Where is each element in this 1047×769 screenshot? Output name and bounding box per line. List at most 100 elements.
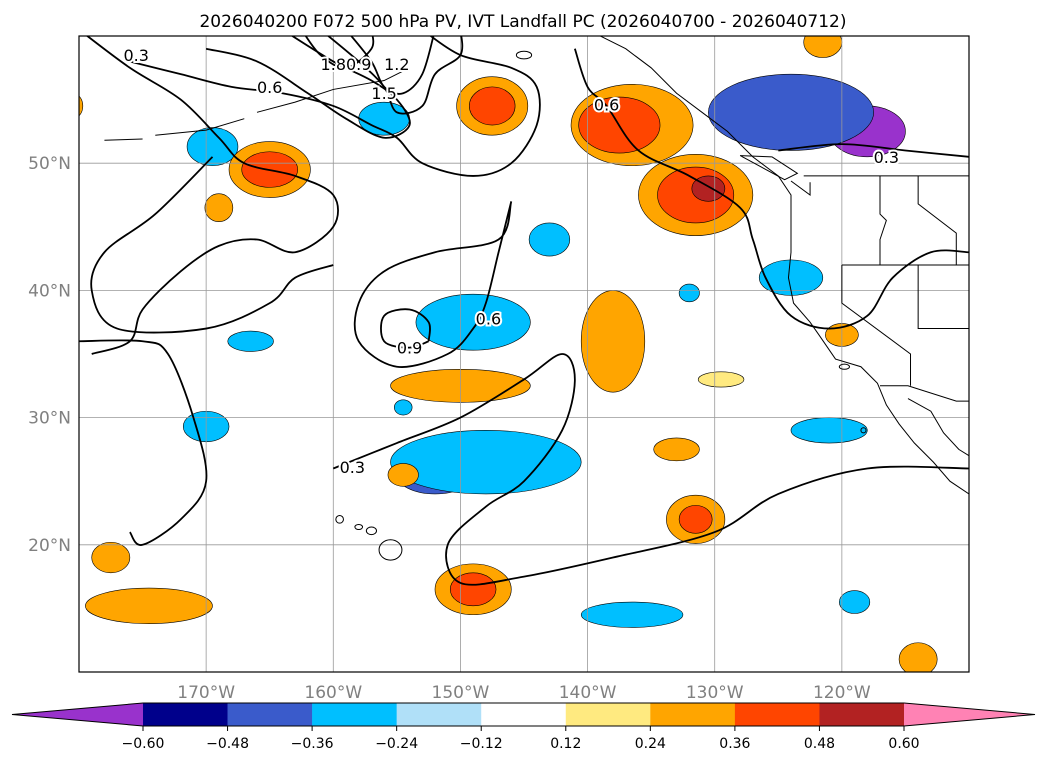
fill-region-11 [227,330,274,352]
fill-region-9 [758,259,824,296]
fill-region-38 [469,86,516,126]
fill-region-31 [85,587,213,624]
pv-contour-0.3 [778,143,969,158]
colorbar-segment-0 [143,703,228,726]
fill-region-29 [653,437,700,462]
pv-contour-label: 0.6 [594,96,619,115]
colorbar-segment-8 [819,703,905,726]
colorbar-tick-label: −0.60 [122,736,165,752]
fill-region-10 [528,222,571,257]
fill-region-14 [790,417,868,444]
lon-tick-label: 160°W [304,683,362,703]
coastline [256,67,410,113]
colorbar-segment-7 [734,703,820,726]
colorbar-extend-high [904,703,1035,726]
fill-region-28 [387,463,419,487]
pv-contour-0.6 [574,48,969,330]
coastline [907,398,969,457]
pv-contour-label: 0.3 [123,46,148,65]
lat-tick-label: 30°N [28,409,71,429]
colorbar-segment-1 [227,703,313,726]
coastline [790,180,811,196]
island [515,50,533,60]
colorbar-tick-label: −0.36 [291,736,334,752]
island [378,539,403,561]
fill-region-43 [449,572,497,607]
pv-contour-0.6 [353,201,513,368]
island [365,526,378,536]
colorbar-tick-label: 0.24 [635,736,666,752]
island [354,523,364,531]
colorbar-tick-label: 0.60 [888,736,919,752]
pv-contour-0.3 [79,339,208,546]
pv-contour-label: 0.6 [257,78,282,97]
coastline [917,175,957,265]
lon-tick-label: 150°W [432,683,490,703]
colorbar-segment-6 [650,703,736,726]
pv-contour-label: 0.3 [340,458,365,477]
colorbar-segment-2 [312,703,397,726]
lon-tick-label: 140°W [559,683,617,703]
pv-contour-0.6 [129,36,541,177]
fill-region-7 [390,430,582,495]
fill-region-37 [79,95,84,117]
fill-region-36 [898,642,938,672]
pv-contour-label: 0.3 [874,148,899,167]
lat-tick-label: 50°N [28,154,71,174]
fill-region-8 [186,127,239,167]
pv-contour-label: 0.9 [397,339,422,358]
fill-region-18 [394,399,413,416]
pv-contour-0.9 [380,308,431,349]
colorbar-extend-low [12,703,143,726]
axis-ticks: 170°W 160°W 150°W 140°W 130°W 120°W 50°N 40°N 30… [28,154,871,703]
pv-contour-0.3 [85,36,339,355]
coastline [599,36,969,495]
map-frame [78,35,970,673]
fill-region-15 [580,601,684,628]
island [860,427,867,434]
pv-contour-labels: 0.3 0.3 0.3 0.6 0.6 0.6 0.9 0.9 1.2 1.5 1.8 [121,44,901,479]
lon-tick-label: 170°W [177,683,235,703]
coastline [841,264,912,386]
colorbar-tick-label: 0.48 [804,736,835,752]
island [335,515,344,524]
lon-tick-label: 130°W [686,683,744,703]
coastline [879,175,887,265]
pv-contour-1.2 [326,36,464,115]
pv-contour-label: 1.5 [371,84,396,103]
fill-region-6 [415,293,531,351]
chart-title: 2026040200 F072 500 hPa PV, IVT Landfall… [199,12,846,32]
pv-contour-0.3 [90,156,334,334]
pv-contour-label: 0.6 [476,309,501,328]
colorbar: −0.60 −0.48 −0.36 −0.24 −0.12 0.12 0.24 0.36 0.4… [11,702,1036,752]
colorbar-segment-3 [396,703,482,726]
fill-region-1 [708,73,874,151]
colorbar-tick-label: −0.12 [460,736,503,752]
fill-region-42 [678,505,713,534]
gridlines [79,36,969,672]
colorbar-segment-4 [481,703,567,726]
lat-tick-label: 40°N [28,281,71,301]
fill-region-17 [678,283,700,303]
coastlines [104,36,969,561]
lon-tick-label: 120°W [813,683,871,703]
pv-contour-label: 0.9 [346,55,371,74]
fill-region-32 [91,541,131,574]
coastline [739,155,799,181]
lat-tick-label: 20°N [28,536,71,556]
fill-region-19 [697,371,745,388]
coastline [880,385,969,402]
fill-region-25 [580,290,646,393]
colorbar-tick-label: 0.12 [550,736,581,752]
pv-contour-1.5 [350,36,435,95]
pv-contour-0.3 [332,353,969,586]
pv-contour-0.9 [205,36,411,139]
coastline [104,138,143,141]
fill-region-24 [204,193,234,223]
pv-contours [79,36,969,586]
pv-contour-1.8 [304,36,375,69]
coastline [155,118,245,136]
pv-contour-label: 1.2 [384,55,409,74]
